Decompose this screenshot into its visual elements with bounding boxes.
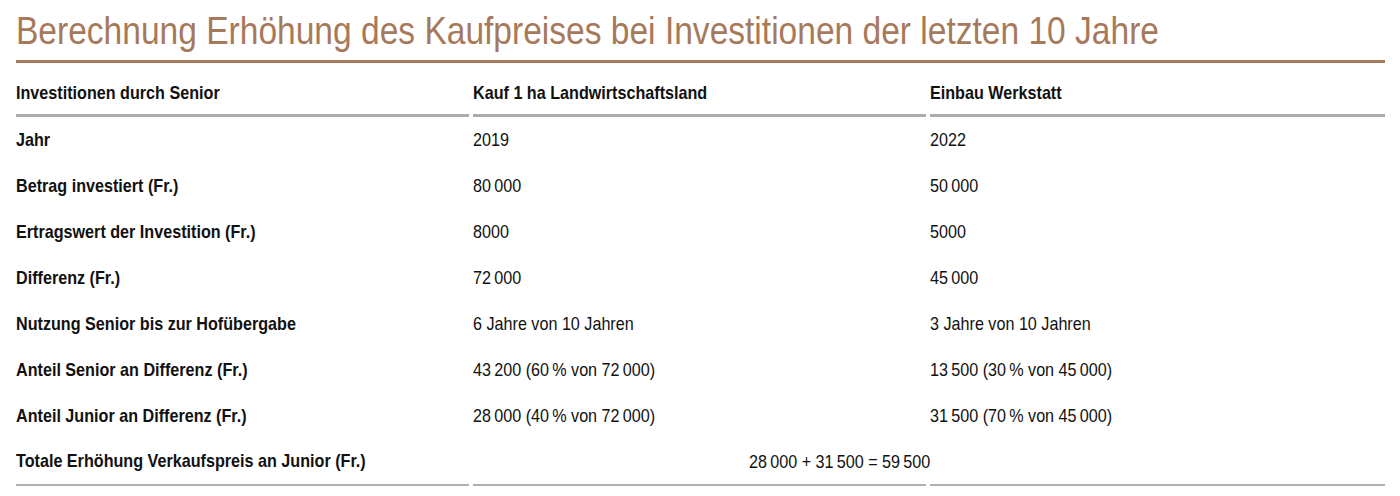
cell-value: 45 000: [930, 267, 978, 289]
column-header: Investitionen durch Senior: [16, 82, 220, 104]
page-title: Berechnung Erhöhung des Kaufpreises bei …: [16, 6, 1159, 56]
table-row-anteil-senior: Anteil Senior an Differenz (Fr.) 43 200 …: [16, 347, 1385, 393]
table-row-jahr: Jahr 2019 2022: [16, 117, 1385, 163]
table-row-ertragswert: Ertragswert der Investition (Fr.) 8000 5…: [16, 209, 1385, 255]
cell-value: 8000: [473, 221, 509, 243]
cell-value: 13 500 (30 % von 45 000): [930, 359, 1112, 381]
table-row-differenz: Differenz (Fr.) 72 000 45 000: [16, 255, 1385, 301]
calculation-table-page: Berechnung Erhöhung des Kaufpreises bei …: [16, 0, 1385, 485]
table-row-betrag-investiert: Betrag investiert (Fr.) 80 000 50 000: [16, 163, 1385, 209]
table-row-nutzung-senior: Nutzung Senior bis zur Hofübergabe 6 Jah…: [16, 301, 1385, 347]
row-label: Jahr: [16, 129, 50, 151]
header-cell-investitionen: Investitionen durch Senior: [16, 82, 469, 117]
cell-value: 2019: [473, 129, 509, 151]
cell-value: 80 000: [473, 175, 521, 197]
total-spacer-cell: [930, 438, 1385, 486]
total-value: 28 000 + 31 500 = 59 500: [749, 451, 930, 473]
header-cell-werkstatt: Einbau Werkstatt: [930, 82, 1385, 117]
row-label: Betrag investiert (Fr.): [16, 175, 178, 197]
cell-value: 43 200 (60 % von 72 000): [473, 359, 655, 381]
table-row-anteil-junior: Anteil Junior an Differenz (Fr.) 28 000 …: [16, 393, 1385, 439]
cell-value: 2022: [930, 129, 966, 151]
cell-value: 6 Jahre von 10 Jahren: [473, 313, 634, 335]
column-header: Kauf 1 ha Landwirtschaftsland: [473, 82, 707, 104]
table-row-total: Totale Erhöhung Verkaufspreis an Junior …: [16, 439, 1385, 485]
cell-value: 3 Jahre von 10 Jahren: [930, 313, 1091, 335]
header-cell-landwirtschaftsland: Kauf 1 ha Landwirtschaftsland: [473, 82, 926, 117]
cell-value: 72 000: [473, 267, 521, 289]
cell-value: 50 000: [930, 175, 978, 197]
row-label: Anteil Senior an Differenz (Fr.): [16, 359, 248, 381]
row-label: Ertragswert der Investition (Fr.): [16, 221, 256, 243]
cell-value: 5000: [930, 221, 966, 243]
row-label: Totale Erhöhung Verkaufspreis an Junior …: [16, 450, 366, 472]
cell-value: 28 000 (40 % von 72 000): [473, 405, 655, 427]
total-label-cell: Totale Erhöhung Verkaufspreis an Junior …: [16, 438, 469, 486]
title-block: Berechnung Erhöhung des Kaufpreises bei …: [16, 0, 1385, 63]
cell-value: 31 500 (70 % von 45 000): [930, 405, 1112, 427]
table-header-row: Investitionen durch Senior Kauf 1 ha Lan…: [16, 63, 1385, 117]
row-label: Differenz (Fr.): [16, 267, 120, 289]
column-header: Einbau Werkstatt: [930, 82, 1062, 104]
row-label: Nutzung Senior bis zur Hofübergabe: [16, 313, 296, 335]
row-label: Anteil Junior an Differenz (Fr.): [16, 405, 247, 427]
